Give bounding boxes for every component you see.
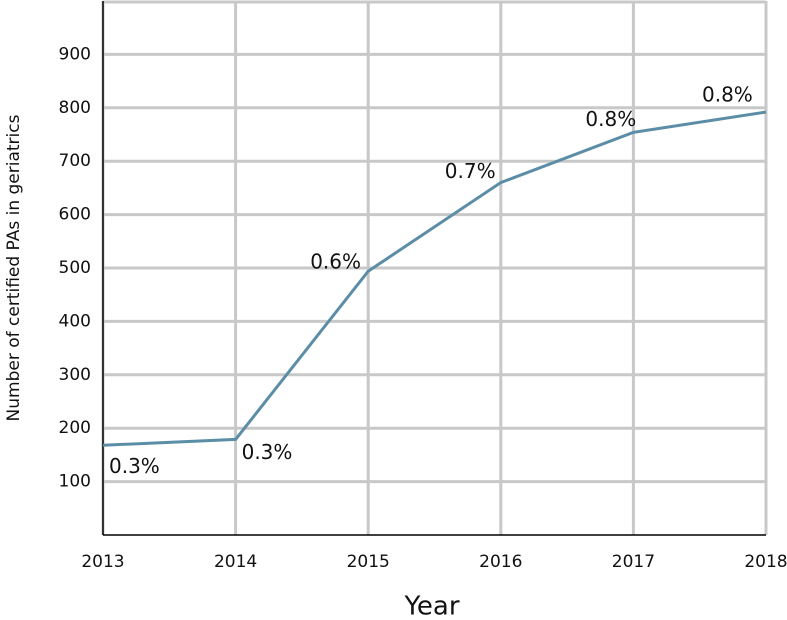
point-label: 0.8% xyxy=(702,83,753,107)
point-label: 0.8% xyxy=(585,107,636,131)
y-tick-label: 800 xyxy=(59,98,91,118)
y-tick-label: 600 xyxy=(59,205,91,225)
y-tick-label: 700 xyxy=(59,151,91,171)
y-tick-label: 200 xyxy=(59,418,91,438)
point-label: 0.6% xyxy=(310,250,361,274)
data-line xyxy=(102,110,767,447)
point-label: 0.3% xyxy=(242,440,293,464)
x-tick-label: 2016 xyxy=(479,552,522,572)
x-tick-label: 2014 xyxy=(214,552,257,572)
y-tick-label: 100 xyxy=(59,472,91,492)
x-tick-label: 2015 xyxy=(347,552,390,572)
x-tick-label: 2018 xyxy=(744,552,787,572)
y-axis-title: Number of certified PAs in geriatrics xyxy=(4,114,24,421)
y-tick-label: 300 xyxy=(59,365,91,385)
y-tick-label: 400 xyxy=(59,311,91,331)
point-label: 0.7% xyxy=(445,159,496,183)
point-label: 0.3% xyxy=(109,454,160,478)
x-tick-label: 2013 xyxy=(81,552,124,572)
y-tick-label: 500 xyxy=(59,258,91,278)
y-tick-label: 900 xyxy=(59,44,91,64)
x-tick-label: 2017 xyxy=(612,552,655,572)
x-axis-title: Year xyxy=(403,592,459,620)
